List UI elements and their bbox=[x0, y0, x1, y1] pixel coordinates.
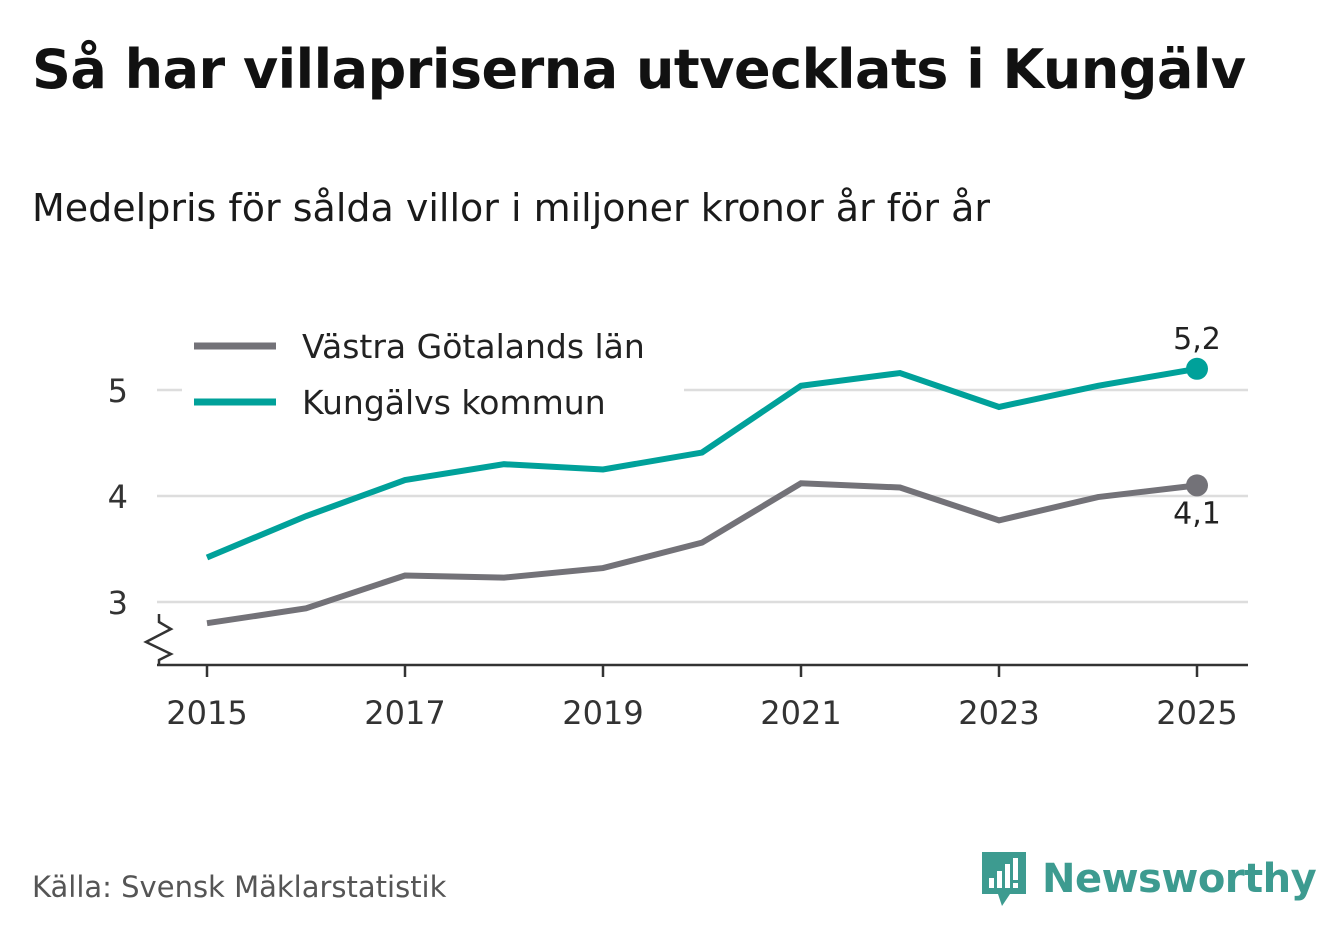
legend-label: Kungälvs kommun bbox=[302, 383, 606, 422]
x-tick-label: 2015 bbox=[166, 694, 247, 732]
y-tick-label: 3 bbox=[108, 584, 128, 622]
source-note: Källa: Svensk Mäklarstatistik bbox=[32, 870, 447, 904]
series-line bbox=[206, 480, 1198, 627]
axis-break-icon bbox=[143, 614, 174, 666]
chart-subtitle: Medelpris för sålda villor i miljoner kr… bbox=[32, 186, 991, 230]
x-tick-label: 2019 bbox=[562, 694, 643, 732]
y-tick-label: 4 bbox=[108, 478, 128, 516]
series-end-marker bbox=[1186, 357, 1208, 380]
legend-label: Västra Götalands län bbox=[302, 327, 645, 366]
x-tick-label: 2025 bbox=[1156, 694, 1237, 732]
series-end-marker bbox=[1186, 474, 1208, 497]
bar-chart-bubble-icon bbox=[982, 852, 1026, 906]
x-tick-label: 2021 bbox=[760, 694, 841, 732]
x-tick-label: 2017 bbox=[364, 694, 445, 732]
x-tick-label: 2023 bbox=[958, 694, 1039, 732]
series-end-label: 5,2 bbox=[1173, 322, 1221, 357]
brand-name: Newsworthy bbox=[1042, 856, 1317, 902]
series-line bbox=[205, 365, 1198, 561]
series-end-label: 4,1 bbox=[1173, 496, 1221, 531]
brand-logo: Newsworthy bbox=[980, 850, 1317, 908]
y-tick-label: 5 bbox=[108, 372, 128, 410]
chart-title: Så har villapriserna utvecklats i Kungäl… bbox=[32, 38, 1246, 101]
